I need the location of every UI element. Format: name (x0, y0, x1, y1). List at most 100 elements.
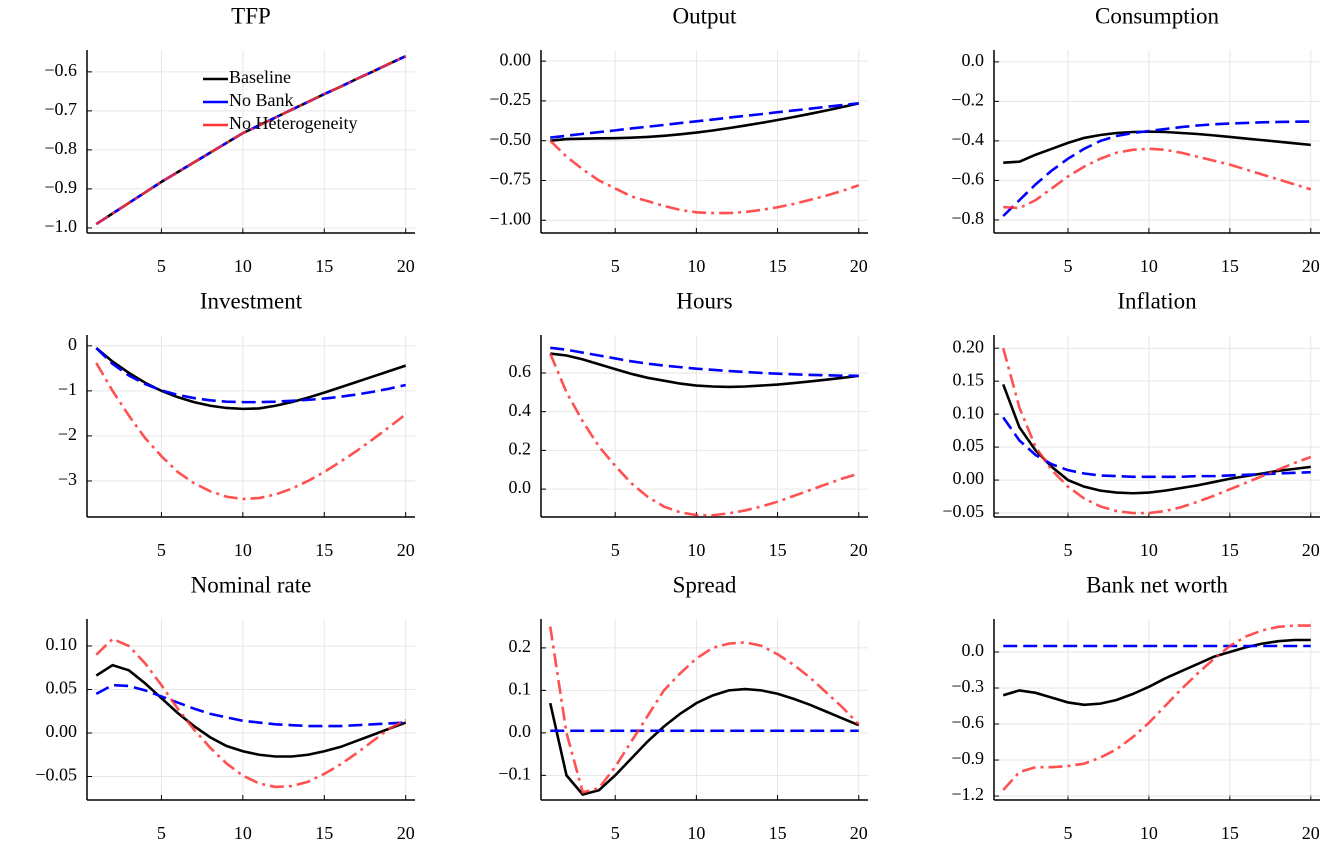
series-line (1002, 120, 1311, 217)
y-tick-label: −0.75 (489, 169, 531, 189)
series-line (95, 347, 407, 411)
series-line (549, 139, 860, 215)
series-line (550, 346, 859, 378)
y-tick-label: 0.10 (46, 634, 78, 654)
y-tick-label: 0.10 (953, 402, 985, 422)
x-tick-label: 5 (611, 256, 620, 276)
x-tick-label: 20 (850, 256, 868, 276)
y-tick-label: 0.05 (953, 435, 985, 455)
series-line (1002, 638, 1311, 707)
subplot-title: Hours (676, 288, 732, 313)
series-line (550, 102, 859, 139)
series-line (549, 353, 860, 517)
y-tick-label: 0.00 (953, 468, 985, 488)
x-tick-label: 15 (315, 540, 333, 560)
x-tick-label: 5 (1063, 256, 1072, 276)
series-line (95, 637, 407, 789)
y-tick-label: 0.6 (509, 361, 532, 381)
x-tick-label: 10 (687, 823, 705, 843)
x-tick-label: 10 (234, 540, 252, 560)
series-line (95, 55, 407, 226)
y-tick-label: −0.6 (44, 60, 77, 80)
series-line (1002, 624, 1311, 791)
series-line (548, 626, 860, 794)
subplot-title: Spread (673, 572, 737, 597)
series-line (548, 687, 860, 796)
x-tick-label: 5 (611, 823, 620, 843)
y-tick-label: 0.2 (509, 439, 532, 459)
series-line (95, 663, 407, 758)
y-tick-label: −0.6 (951, 169, 984, 189)
x-tick-label: 20 (397, 540, 415, 560)
y-tick-label: −0.25 (489, 89, 531, 109)
x-tick-label: 10 (1140, 540, 1158, 560)
x-tick-label: 15 (769, 256, 787, 276)
series-line (95, 347, 407, 404)
x-tick-label: 15 (1221, 256, 1239, 276)
y-tick-label: −0.8 (951, 208, 984, 228)
subplot-title: Nominal rate (191, 572, 312, 597)
series-line (550, 102, 860, 142)
series-line (95, 362, 407, 501)
series-line (1002, 416, 1311, 479)
y-tick-label: 0.00 (46, 721, 78, 741)
y-tick-label: 0.0 (509, 477, 532, 497)
series-line (1002, 384, 1311, 495)
y-tick-label: 0.1 (509, 679, 532, 699)
x-tick-label: 15 (1221, 540, 1239, 560)
y-tick-label: 0 (68, 334, 77, 354)
y-tick-label: 0.0 (962, 640, 985, 660)
series-line (1003, 147, 1312, 210)
x-tick-label: 20 (1302, 256, 1320, 276)
y-tick-label: −1.2 (951, 784, 984, 804)
y-tick-label: −0.3 (951, 676, 984, 696)
y-tick-label: −0.6 (951, 712, 984, 732)
legend-label: No Bank (229, 90, 294, 110)
y-tick-label: −1.0 (44, 216, 77, 236)
x-tick-label: 10 (687, 256, 705, 276)
y-tick-label: −0.7 (44, 99, 77, 119)
y-tick-label: −0.2 (951, 90, 984, 110)
subplot-title: Output (673, 3, 738, 28)
x-tick-label: 10 (1140, 256, 1158, 276)
y-tick-label: −3 (58, 469, 77, 489)
y-tick-label: −1 (58, 379, 77, 399)
x-tick-label: 20 (850, 823, 868, 843)
y-tick-label: 0.0 (962, 50, 985, 70)
y-tick-label: −0.1 (498, 763, 531, 783)
x-tick-label: 20 (397, 823, 415, 843)
y-tick-label: −0.9 (951, 748, 984, 768)
series-line (550, 352, 859, 389)
x-tick-label: 10 (234, 256, 252, 276)
y-tick-label: 0.20 (953, 336, 985, 356)
x-tick-label: 20 (397, 256, 415, 276)
x-tick-label: 5 (1063, 823, 1072, 843)
x-tick-label: 20 (1302, 540, 1320, 560)
y-tick-label: −2 (58, 424, 77, 444)
subplot-title: Inflation (1117, 288, 1197, 313)
y-tick-label: −0.50 (489, 129, 531, 149)
y-tick-label: 0.2 (509, 636, 532, 656)
x-tick-label: 15 (769, 540, 787, 560)
x-tick-label: 5 (157, 256, 166, 276)
y-tick-label: 0.15 (953, 369, 985, 389)
y-tick-label: −0.05 (35, 765, 77, 785)
x-tick-label: 5 (1063, 540, 1072, 560)
x-tick-label: 10 (687, 540, 705, 560)
x-tick-label: 10 (1140, 823, 1158, 843)
y-tick-label: 0.05 (46, 678, 78, 698)
y-tick-label: −0.05 (942, 501, 984, 521)
x-tick-label: 5 (157, 823, 166, 843)
subplot-title: Investment (200, 288, 303, 313)
y-tick-label: −0.4 (951, 129, 984, 149)
x-tick-label: 10 (234, 823, 252, 843)
x-tick-label: 5 (157, 540, 166, 560)
y-tick-label: 0.4 (509, 400, 532, 420)
series-line (1003, 130, 1311, 164)
y-tick-label: −1.00 (489, 208, 531, 228)
y-tick-label: −0.9 (44, 177, 77, 197)
x-tick-label: 15 (1221, 823, 1239, 843)
x-tick-label: 5 (611, 540, 620, 560)
y-tick-label: 0.0 (509, 721, 532, 741)
